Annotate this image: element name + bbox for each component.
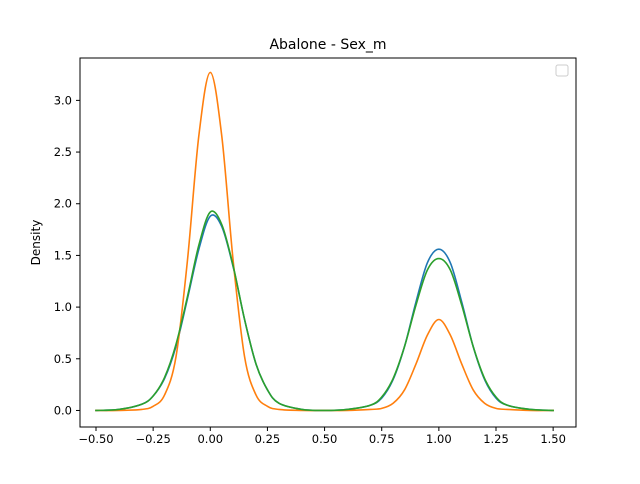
plot-frame xyxy=(79,57,577,428)
y-tick-label: 1.0 xyxy=(54,300,72,314)
y-tick-label: 3.0 xyxy=(54,93,72,107)
x-tick-label: 1.00 xyxy=(426,432,452,446)
x-tick-label: 1.50 xyxy=(540,432,566,446)
y-tick-label: 0.5 xyxy=(54,352,72,366)
y-tick-label: 1.5 xyxy=(54,248,72,262)
legend-box xyxy=(555,64,569,77)
y-tick-label: 0.0 xyxy=(54,403,72,417)
x-tick-label: 0.50 xyxy=(312,432,338,446)
x-tick-label: −0.25 xyxy=(136,432,171,446)
x-tick-label: −0.50 xyxy=(78,432,113,446)
x-tick-label: 0.25 xyxy=(255,432,281,446)
y-tick-label: 2.0 xyxy=(54,197,72,211)
series-line-3 xyxy=(95,210,554,412)
x-tick-label: 0.00 xyxy=(197,432,223,446)
x-tick-label: 0.75 xyxy=(369,432,395,446)
x-tick-label: 1.25 xyxy=(483,432,509,446)
y-axis-label: Density xyxy=(29,220,43,266)
y-tick-label: 2.5 xyxy=(54,145,72,159)
chart-title: Abalone - Sex_m xyxy=(269,37,386,53)
series-line-2 xyxy=(95,71,554,412)
series-line-1 xyxy=(95,214,554,412)
